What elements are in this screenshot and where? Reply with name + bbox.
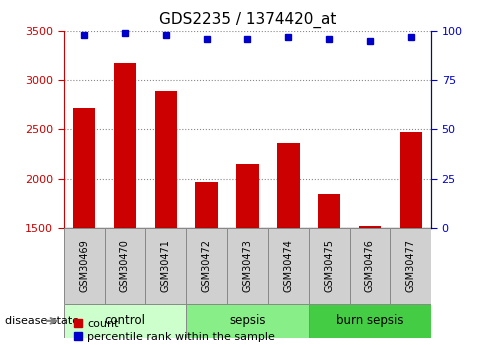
- Bar: [309, 228, 349, 304]
- Text: GSM30477: GSM30477: [406, 239, 416, 292]
- Bar: [391, 228, 431, 304]
- Text: GSM30474: GSM30474: [283, 239, 294, 292]
- Bar: [114, 63, 136, 228]
- Bar: [104, 228, 146, 304]
- Text: GSM30475: GSM30475: [324, 239, 334, 292]
- Text: GSM30476: GSM30476: [365, 239, 375, 292]
- Bar: [196, 183, 218, 228]
- Bar: [186, 304, 309, 338]
- Text: GSM30472: GSM30472: [201, 239, 212, 292]
- Bar: [146, 228, 186, 304]
- Text: sepsis: sepsis: [229, 314, 266, 327]
- Bar: [64, 304, 186, 338]
- Bar: [399, 132, 422, 228]
- Text: control: control: [104, 314, 146, 327]
- Bar: [186, 228, 227, 304]
- Bar: [268, 228, 309, 304]
- Bar: [318, 194, 341, 228]
- Bar: [359, 226, 381, 228]
- Bar: [64, 228, 104, 304]
- Text: GSM30469: GSM30469: [79, 239, 89, 292]
- Text: GSM30470: GSM30470: [120, 239, 130, 292]
- Bar: [236, 164, 259, 228]
- Text: disease state: disease state: [5, 316, 79, 326]
- Bar: [227, 228, 268, 304]
- Bar: [277, 143, 299, 228]
- Legend: count, percentile rank within the sample: count, percentile rank within the sample: [69, 314, 279, 345]
- Title: GDS2235 / 1374420_at: GDS2235 / 1374420_at: [159, 12, 336, 28]
- Text: GSM30473: GSM30473: [243, 239, 252, 292]
- Text: GSM30471: GSM30471: [161, 239, 171, 292]
- Bar: [154, 91, 177, 228]
- Bar: [73, 108, 96, 228]
- Text: burn sepsis: burn sepsis: [336, 314, 404, 327]
- Bar: [309, 304, 431, 338]
- Bar: [349, 228, 391, 304]
